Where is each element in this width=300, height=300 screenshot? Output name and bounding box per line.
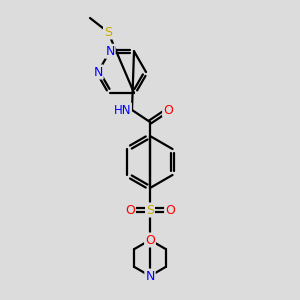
Text: S: S <box>104 26 112 38</box>
Text: O: O <box>125 203 135 217</box>
Text: S: S <box>146 203 154 217</box>
Text: N: N <box>105 45 115 58</box>
Text: O: O <box>165 203 175 217</box>
Text: N: N <box>93 65 103 79</box>
Text: O: O <box>145 233 155 247</box>
Text: HN: HN <box>113 103 131 116</box>
Text: N: N <box>145 269 155 283</box>
Text: O: O <box>163 103 173 116</box>
